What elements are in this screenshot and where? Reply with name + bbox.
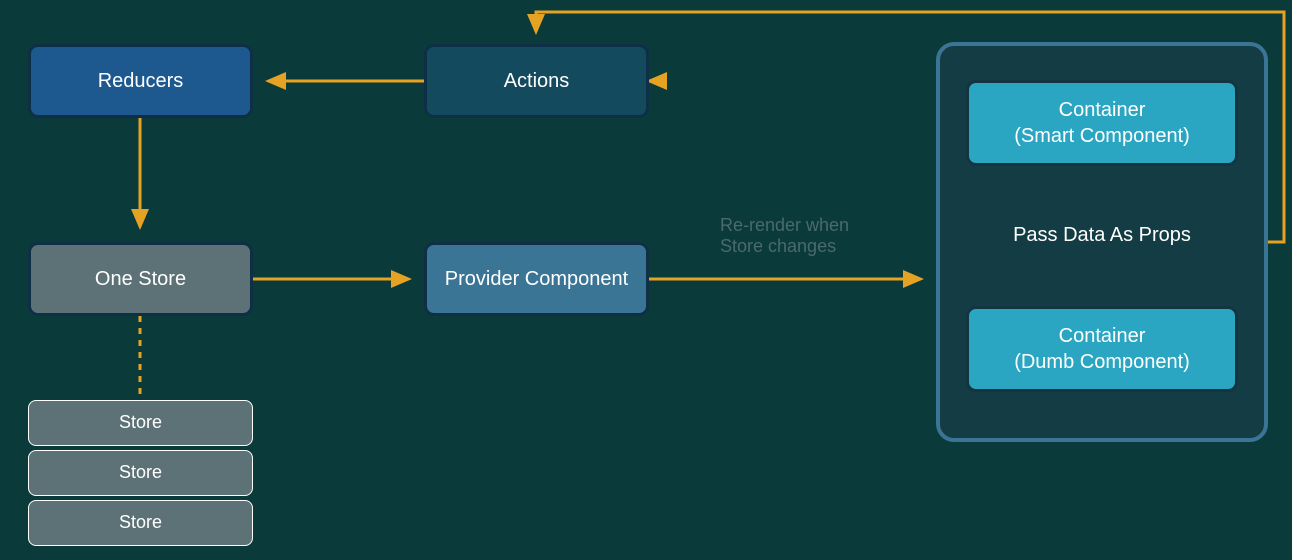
dumb-container-node: Container (Dumb Component) bbox=[966, 306, 1238, 392]
one-store-label: One Store bbox=[95, 266, 186, 292]
store-node-1: Store bbox=[28, 400, 253, 446]
smart-container-node: Container (Smart Component) bbox=[966, 80, 1238, 166]
dumb-line1: Container bbox=[1059, 323, 1146, 349]
smart-line2: (Smart Component) bbox=[1014, 123, 1190, 149]
store-node-2: Store bbox=[28, 450, 253, 496]
actions-node: Actions bbox=[424, 44, 649, 118]
store-node-3: Store bbox=[28, 500, 253, 546]
provider-node: Provider Component bbox=[424, 242, 649, 316]
reducers-node: Reducers bbox=[28, 44, 253, 118]
store-3-label: Store bbox=[119, 511, 162, 534]
one-store-node: One Store bbox=[28, 242, 253, 316]
reducers-label: Reducers bbox=[98, 68, 184, 94]
store-1-label: Store bbox=[119, 411, 162, 434]
actions-label: Actions bbox=[504, 68, 570, 94]
rerender-label: Re-render when Store changes bbox=[720, 215, 920, 257]
provider-label: Provider Component bbox=[445, 266, 628, 292]
dumb-line2: (Dumb Component) bbox=[1014, 349, 1190, 375]
store-2-label: Store bbox=[119, 461, 162, 484]
pass-data-label: Pass Data As Props bbox=[966, 224, 1238, 247]
smart-line1: Container bbox=[1059, 97, 1146, 123]
